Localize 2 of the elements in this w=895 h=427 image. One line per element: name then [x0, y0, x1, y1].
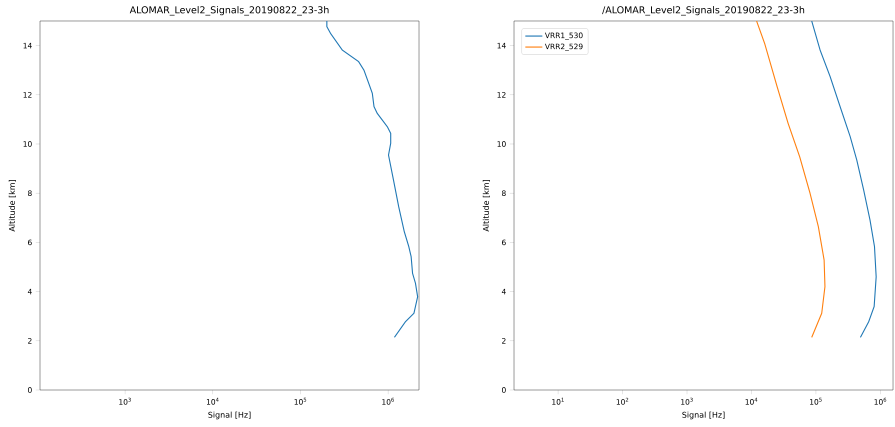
chart-title: /ALOMAR_Level2_Signals_20190822_23-3h: [602, 6, 804, 16]
chart-title: ALOMAR_Level2_Signals_20190822_23-3h: [130, 6, 329, 16]
